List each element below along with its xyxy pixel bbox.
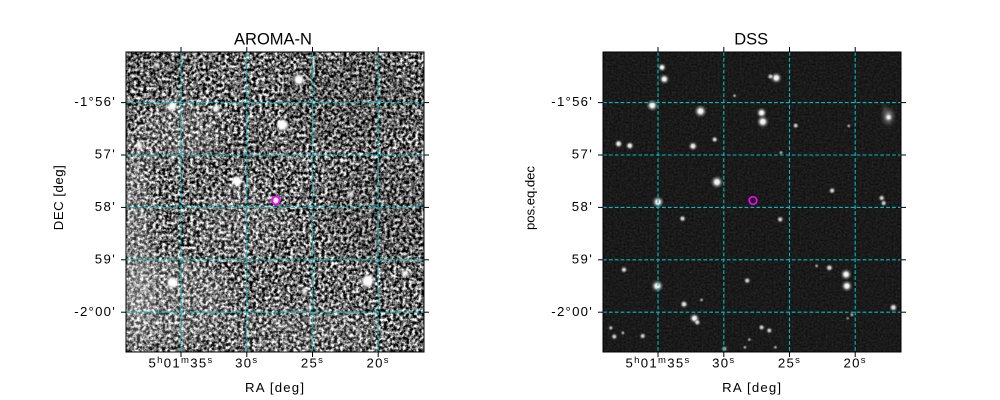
svg-text:59': 59' — [95, 251, 115, 266]
svg-text:58': 58' — [95, 199, 115, 214]
svg-text:20s: 20s — [367, 355, 390, 370]
svg-text:30s: 30s — [235, 355, 258, 370]
svg-text:DSS: DSS — [734, 31, 768, 49]
svg-text:5h01m35s: 5h01m35s — [148, 355, 213, 370]
svg-text:57': 57' — [572, 147, 592, 162]
svg-text:-2°00': -2°00' — [551, 304, 592, 319]
svg-text:30s: 30s — [712, 355, 735, 370]
svg-text:RA [deg]: RA [deg] — [722, 380, 781, 395]
svg-text:58': 58' — [572, 199, 592, 214]
svg-text:-1°56': -1°56' — [551, 94, 592, 109]
svg-text:5h01m35s: 5h01m35s — [625, 355, 690, 370]
svg-text:DEC [deg]: DEC [deg] — [51, 165, 66, 230]
svg-text:-2°00': -2°00' — [74, 304, 115, 319]
svg-text:20s: 20s — [844, 355, 867, 370]
svg-text:25s: 25s — [301, 355, 324, 370]
svg-text:57': 57' — [95, 147, 115, 162]
svg-text:-1°56': -1°56' — [74, 94, 115, 109]
svg-text:RA [deg]: RA [deg] — [245, 380, 304, 395]
svg-text:pos.eq.dec: pos.eq.dec — [523, 166, 538, 230]
svg-text:AROMA-N: AROMA-N — [234, 31, 312, 49]
svg-text:59': 59' — [572, 251, 592, 266]
svg-text:25s: 25s — [778, 355, 801, 370]
